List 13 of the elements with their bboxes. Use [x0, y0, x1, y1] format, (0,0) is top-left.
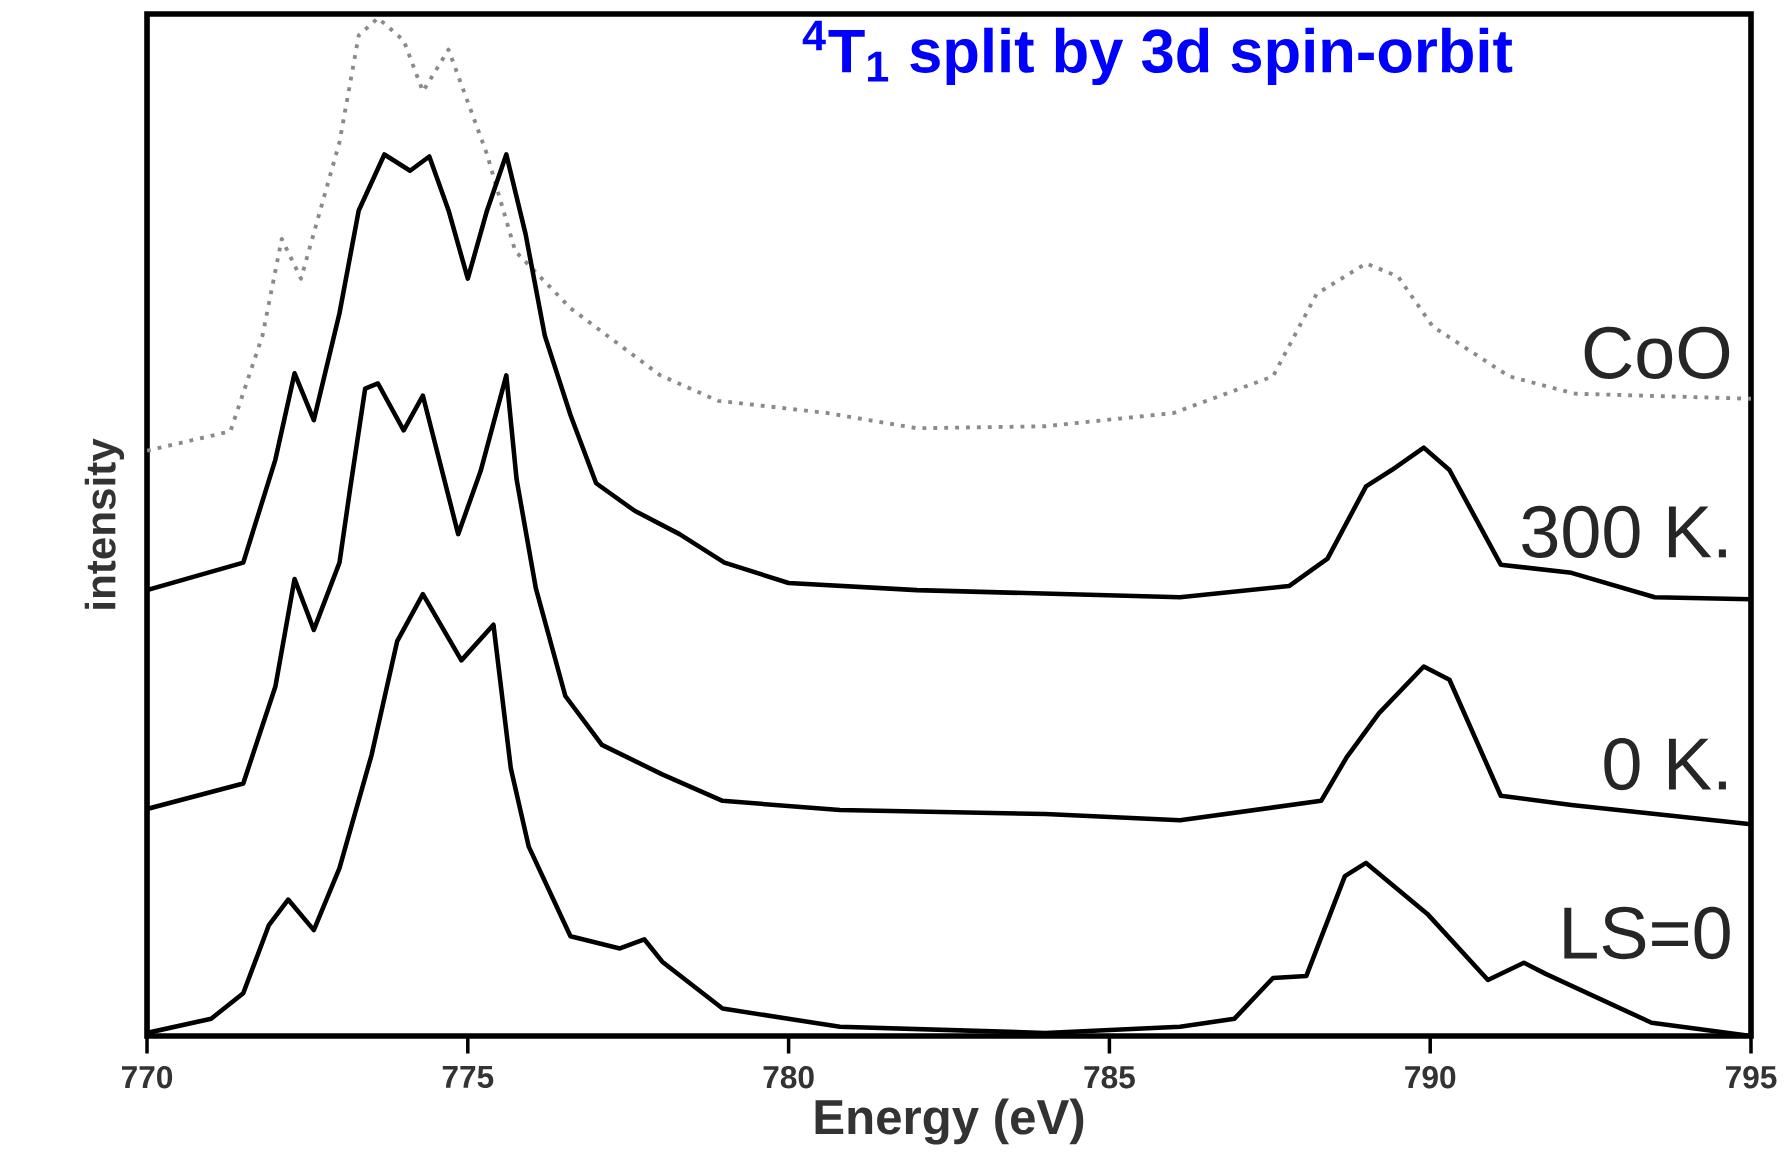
x-tick-label: 770	[122, 1065, 173, 1089]
series-label: LS=0	[1564, 906, 1730, 960]
x-tick-label: 780	[763, 1065, 814, 1089]
series-label: 0 K.	[1604, 737, 1726, 791]
x-axis-title: Energy (eV)	[815, 1098, 1084, 1145]
x-tick-label: 790	[1405, 1065, 1456, 1089]
x-tick-label: 775	[442, 1065, 494, 1089]
series-label: 300 K.	[1522, 505, 1726, 559]
x-tick-label: 795	[1725, 1065, 1777, 1089]
series-label: CoO	[1584, 326, 1730, 379]
x-tick-label: 785	[1084, 1065, 1135, 1089]
y-axis-title: intensity	[84, 438, 125, 609]
chart-title: $^{4}$T$_{1}$ split by 3d spin-orbit	[802, 20, 1513, 86]
